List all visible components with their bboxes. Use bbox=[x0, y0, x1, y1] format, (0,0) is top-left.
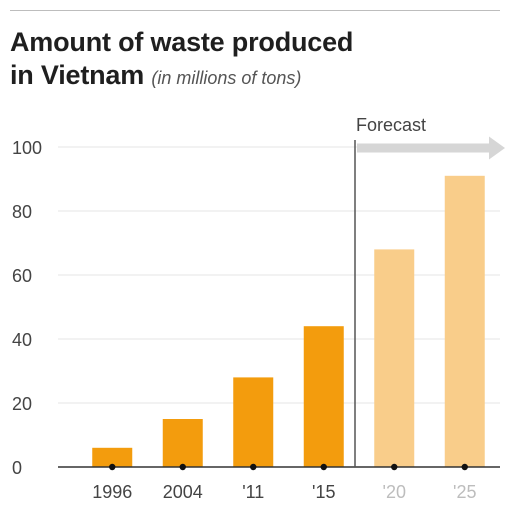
y-axis-ticks: 0 20 40 60 80 100 bbox=[12, 138, 42, 478]
bar-forecast bbox=[444, 175, 485, 468]
forecast-label: Forecast bbox=[356, 115, 426, 135]
x-axis-ticks: 1996 2004 '11 '15 '20 '25 bbox=[92, 482, 476, 502]
chart-subtitle: (in millions of tons) bbox=[151, 68, 302, 88]
bar bbox=[92, 447, 133, 467]
bars bbox=[92, 175, 485, 468]
x-tick-label: '25 bbox=[453, 482, 476, 502]
forecast-arrow bbox=[357, 136, 505, 160]
y-tick-label: 20 bbox=[12, 394, 32, 414]
y-tick-label: 60 bbox=[12, 266, 32, 286]
x-axis-markers bbox=[109, 463, 468, 471]
top-rule bbox=[10, 10, 500, 11]
x-tick-label: '11 bbox=[242, 482, 264, 502]
x-axis-dot bbox=[179, 463, 186, 471]
bar-forecast bbox=[374, 249, 415, 467]
bar bbox=[303, 326, 344, 467]
chart-title: Amount of waste produced in Vietnam (in … bbox=[10, 26, 353, 95]
y-tick-label: 100 bbox=[12, 138, 42, 158]
y-tick-label: 40 bbox=[12, 330, 32, 350]
x-tick-label: '20 bbox=[383, 482, 406, 502]
x-axis-dot bbox=[109, 463, 116, 471]
x-axis-dot bbox=[320, 463, 327, 471]
x-axis-dot bbox=[250, 463, 257, 471]
y-tick-label: 80 bbox=[12, 202, 32, 222]
grid-lines bbox=[58, 146, 500, 404]
x-axis-dot bbox=[391, 463, 398, 471]
x-axis-dot bbox=[461, 463, 468, 471]
chart-title-line-2: in Vietnam bbox=[10, 60, 145, 90]
bar bbox=[162, 419, 203, 467]
x-tick-label: 1996 bbox=[92, 482, 132, 502]
x-tick-label: 2004 bbox=[163, 482, 203, 502]
bar bbox=[233, 377, 274, 467]
chart-title-line-1: Amount of waste produced bbox=[10, 27, 354, 57]
y-tick-label: 0 bbox=[12, 458, 22, 478]
x-tick-label: '15 bbox=[312, 482, 335, 502]
